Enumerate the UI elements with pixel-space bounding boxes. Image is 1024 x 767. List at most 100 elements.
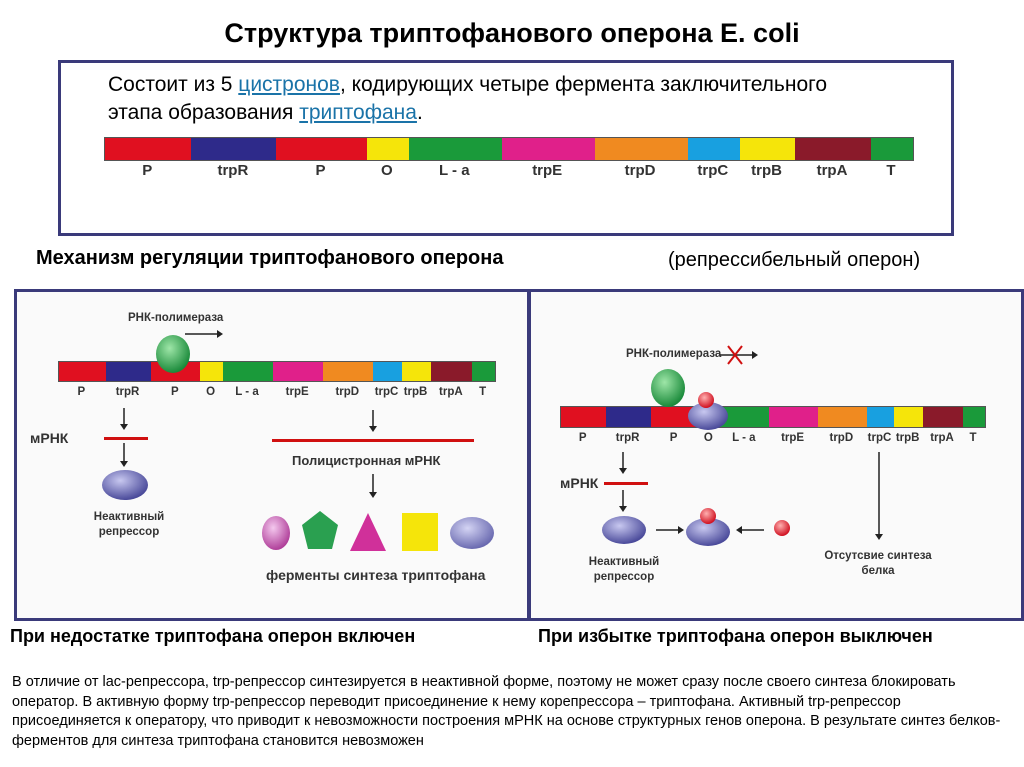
gene-segment-o (366, 138, 409, 160)
gene-segment-t (962, 407, 985, 427)
gene-segment-p (59, 362, 106, 381)
gene-label: O (380, 162, 393, 179)
gene-label: L - a (732, 432, 756, 444)
enzyme-magenta-triangle (350, 513, 386, 551)
gene-label: T (886, 162, 896, 179)
mrna-label: мРНК (560, 475, 599, 491)
inactive-repressor-label: Неактивный репрессор (93, 511, 165, 538)
gene-label: trpA (439, 386, 463, 398)
active-repressor-on-operator-icon (688, 392, 728, 430)
enzymes-label: ферменты синтеза триптофана (266, 567, 486, 583)
gene-label: trpA (816, 162, 848, 179)
intro-part3: . (416, 101, 423, 124)
gene-label: trpB (403, 386, 428, 398)
gene-label: P (77, 386, 86, 398)
enzyme-yellow-square (402, 513, 438, 551)
mrna-line (604, 482, 648, 485)
panel-operon-off (528, 289, 1024, 621)
gene-label: O (703, 432, 713, 444)
gene-segment-l-a (720, 407, 770, 427)
gene-label: trpR (217, 162, 249, 179)
gene-segment-trpe (273, 362, 324, 381)
gene-label: trpB (751, 162, 782, 179)
operon-structure-box (58, 60, 954, 236)
mrna-label: мРНК (30, 430, 69, 446)
mechanism-heading: Механизм регуляции триптофанового оперон… (36, 247, 504, 269)
gene-label: trpD (829, 432, 854, 444)
cistrons-link[interactable]: цистронов (238, 73, 340, 96)
gene-label: P (669, 432, 678, 444)
enzyme-pink-ellipse (262, 516, 290, 550)
gene-label: O (206, 386, 216, 398)
gene-label: trpR (615, 432, 640, 444)
arrow-down-icon (369, 410, 377, 432)
caption-operon-on: При недостатке триптофана оперон включен (10, 626, 416, 646)
gene-segment-p (650, 407, 699, 427)
operon-strip-top (104, 137, 914, 161)
arrow-down-icon (369, 474, 377, 498)
gene-label: P (315, 162, 326, 179)
operon-strip-left (58, 361, 496, 382)
gene-segment-trpc (866, 407, 895, 427)
gene-segment-trpd (323, 362, 374, 381)
gene-segment-trpb (401, 362, 432, 381)
gene-segment-l-a (222, 362, 274, 381)
gene-label: trpD (624, 162, 656, 179)
gene-label: trpR (115, 386, 140, 398)
gene-segment-trpc (373, 362, 402, 381)
arrow-down-icon (120, 443, 128, 467)
gene-label: P (171, 386, 179, 398)
gene-label: trpC (697, 162, 729, 179)
gene-label: trpC (867, 432, 892, 444)
no-synthesis-label: Отсутсвие синтеза белка (824, 550, 932, 577)
arrow-down-icon (619, 452, 627, 474)
rna-polymerase-label: РНК-полимераза (128, 312, 224, 324)
operon-strip-right (560, 406, 986, 428)
gene-segment-trpb (894, 407, 924, 427)
gene-label: L - a (235, 386, 259, 398)
polycistronic-mrna-line (272, 439, 474, 442)
arrow-down-icon (120, 408, 128, 430)
gene-label: trpA (930, 432, 954, 444)
intro-part2: , кодирующих четыре фермента заключитель… (108, 73, 828, 124)
tryptophan-link[interactable]: триптофана (299, 101, 417, 124)
rna-polymerase-icon (156, 335, 190, 373)
gene-segment-trpa (794, 138, 871, 160)
gene-segment-trpc (687, 138, 741, 160)
gene-segment-p (276, 138, 367, 160)
mechanism-note: (репрессибельный оперон) (668, 249, 921, 271)
gene-label: trpE (781, 432, 805, 444)
arrow-down-icon (875, 452, 883, 540)
gene-label: P (578, 432, 587, 444)
gene-label: trpC (374, 386, 399, 398)
gene-segment-trpa (431, 362, 473, 381)
tryptophan-corepressor-icon (774, 520, 790, 536)
arrow-left-icon (736, 526, 764, 534)
panel-operon-on (14, 289, 530, 621)
gene-segment-trpr (105, 362, 152, 381)
arrow-right-icon (656, 526, 684, 534)
gene-segment-t (870, 138, 913, 160)
gene-segment-trpr (606, 407, 651, 427)
gene-segment-trpb (740, 138, 795, 160)
gene-label: L - a (438, 162, 470, 179)
gene-segment-l-a (408, 138, 502, 160)
gene-segment-o (200, 362, 223, 381)
caption-operon-off: При избытке триптофана оперон выключен (538, 626, 933, 646)
active-repressor-icon (686, 508, 730, 546)
gene-segment-trpe (501, 138, 595, 160)
gene-segment-trpe (769, 407, 818, 427)
rna-polymerase-icon (651, 369, 685, 407)
enzyme-green-pentagon (302, 511, 338, 549)
rna-polymerase-label: РНК-полимераза (626, 348, 722, 360)
arrow-down-icon (619, 490, 627, 512)
gene-label: trpD (335, 386, 360, 398)
enzymes-icons (262, 511, 494, 551)
intro-text: Состоит из 5 цистронов, кодирующих четыр… (108, 71, 868, 127)
blocked-arrow-icon (720, 345, 758, 365)
gene-segment-p (105, 138, 192, 160)
gene-segment-trpr (191, 138, 277, 160)
page-title: Структура триптофанового оперона E. coli (224, 18, 800, 48)
intro-part1: Состоит из 5 (108, 73, 239, 96)
